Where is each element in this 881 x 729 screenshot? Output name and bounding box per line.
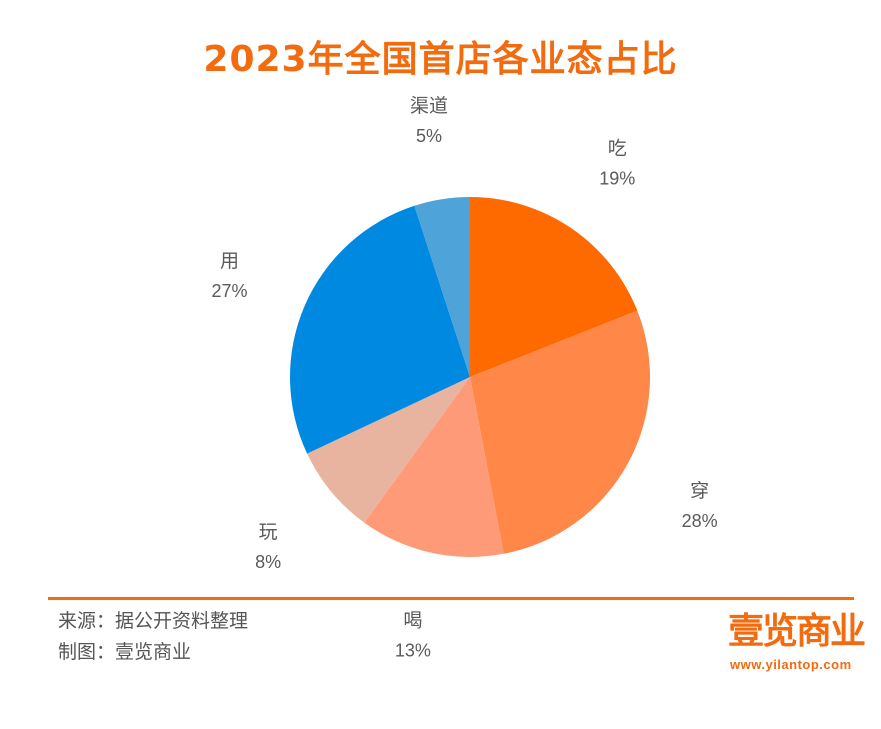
pie-slice-1 <box>470 310 650 554</box>
pie-slice-0 <box>470 197 638 377</box>
slice-label-2: 喝 <box>403 610 422 632</box>
slice-percent-4: 27% <box>212 281 248 301</box>
maker-note: 制图：壹览商业 <box>58 641 192 663</box>
slice-percent-3: 8% <box>255 552 281 572</box>
slice-label-3: 玩 <box>259 521 278 543</box>
slice-percent-1: 28% <box>682 511 718 531</box>
pie-slice-2 <box>364 377 504 557</box>
slice-percent-2: 13% <box>395 641 431 661</box>
pie-slice-4 <box>290 205 470 454</box>
slice-label-0: 吃 <box>608 137 627 159</box>
chart-title: 2023年全国首店各业态占比 <box>203 39 678 80</box>
footer-divider <box>48 597 854 600</box>
pie-slices <box>290 197 650 557</box>
slice-label-1: 穿 <box>690 480 709 502</box>
pie-slice-5 <box>414 197 470 377</box>
source-note: 来源：据公开资料整理 <box>58 610 249 632</box>
pie-slice-3 <box>307 377 470 523</box>
slice-label-4: 用 <box>220 250 239 272</box>
pie-labels: 吃 19% 穿 28% 喝 13% 玩 8% 用 27% 渠道 5% <box>212 95 718 660</box>
slice-label-5: 渠道 <box>410 95 448 117</box>
brand-url: www.yilantop.com <box>730 657 852 672</box>
brand-logo-text: 壹览商业 <box>728 611 866 652</box>
slice-percent-0: 19% <box>599 168 635 188</box>
slice-percent-5: 5% <box>416 126 442 146</box>
